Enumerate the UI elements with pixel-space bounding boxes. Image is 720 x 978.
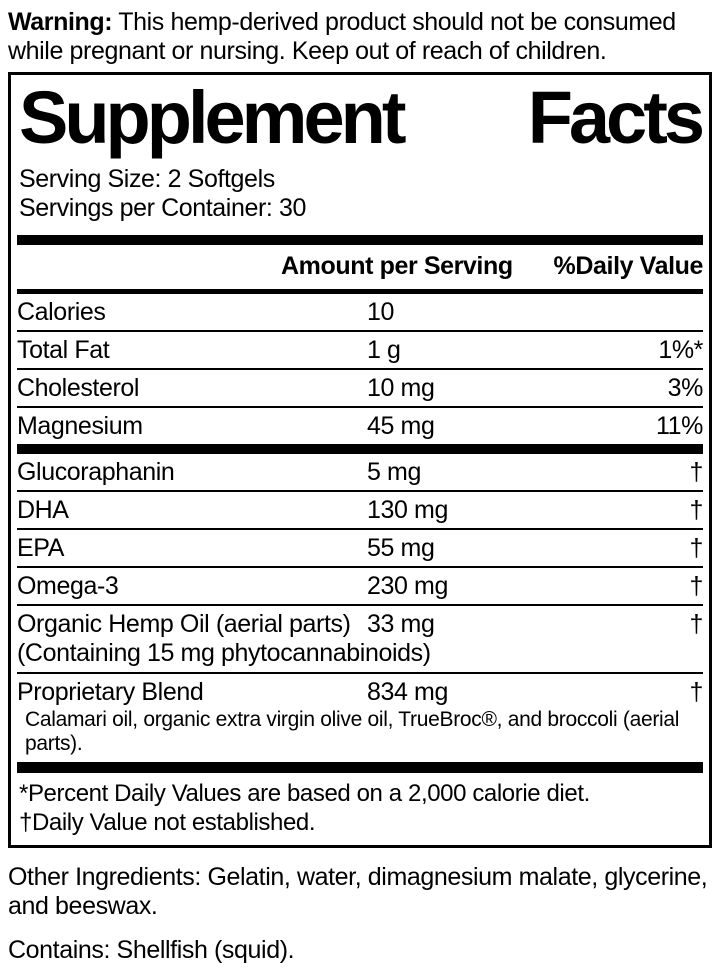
ingredient-name: Organic Hemp Oil (aerial parts) [17, 609, 351, 638]
serving-size: Serving Size: 2 Softgels [19, 165, 275, 193]
ingredient-row: Organic Hemp Oil (aerial parts) 33 mg † [17, 606, 703, 638]
warning-label: Warning: [8, 8, 113, 36]
nutrient-amount: 10 [367, 297, 395, 326]
ingredient-daily-value: † [689, 533, 703, 562]
column-header-daily-value: %Daily Value [553, 252, 704, 280]
divider-medium [17, 288, 703, 294]
ingredient-row: EPA 55 mg † [17, 527, 703, 566]
nutrient-daily-value: 3% [667, 373, 704, 402]
ingredient-daily-value: † [689, 609, 703, 638]
ingredient-amount: 5 mg [367, 457, 421, 486]
panel-title: Supplement Facts [17, 76, 705, 165]
ingredient-subline: (Containing 15 mg phytocannabinoids) [17, 638, 431, 667]
ingredient-amount: 130 mg [367, 495, 448, 524]
contains-statement: Contains: Shellfish (squid). [8, 936, 295, 965]
divider-thick-middle [17, 443, 703, 454]
ingredient-row-hemp-oil: Organic Hemp Oil (aerial parts) 33 mg † … [17, 603, 703, 672]
nutrient-row: Cholesterol 10 mg 3% [17, 367, 704, 406]
ingredient-row-proprietary-blend: Proprietary Blend 834 mg † Calamari oil,… [17, 671, 703, 762]
ingredient-name: Proprietary Blend [17, 677, 204, 706]
table-header: Amount per Serving %Daily Value [17, 245, 703, 289]
nutrient-rows: Calories 10 Total Fat 1 g 1%* Cholestero… [17, 294, 703, 444]
nutrient-amount: 10 mg [367, 373, 435, 402]
ingredient-daily-value: † [689, 677, 703, 706]
ingredient-row: Proprietary Blend 834 mg † [17, 674, 703, 706]
supplement-facts-panel: Supplement Facts Serving Size: 2 Softgel… [8, 72, 712, 849]
ingredient-amount: 834 mg [367, 677, 448, 706]
ingredient-name: Glucoraphanin [17, 457, 175, 486]
footnotes: *Percent Daily Values are based on a 2,0… [17, 773, 703, 840]
ingredient-name: Omega-3 [17, 571, 119, 600]
ingredient-amount: 230 mg [367, 571, 448, 600]
nutrient-row: Magnesium 45 mg 11% [17, 405, 703, 444]
nutrient-amount: 45 mg [367, 411, 435, 440]
nutrient-row: Total Fat 1 g 1%* [17, 329, 703, 368]
nutrient-name: Magnesium [17, 411, 143, 440]
divider-thick-top [17, 235, 703, 245]
nutrient-daily-value: 11% [656, 411, 703, 440]
ingredient-row: Glucoraphanin 5 mg † [17, 454, 703, 490]
ingredient-row: Omega-3 230 mg † [17, 565, 703, 604]
nutrient-name: Cholesterol [17, 373, 140, 402]
column-header-amount: Amount per Serving [281, 252, 513, 280]
warning-text: Warning: This hemp-derived product shoul… [8, 8, 712, 66]
other-ingredients: Other Ingredients: Gelatin, water, dimag… [8, 863, 708, 921]
footnote-percent-dv: *Percent Daily Values are based on a 2,0… [19, 779, 590, 807]
nutrient-name: Total Fat [17, 335, 110, 364]
warning-body: This hemp-derived product should not be … [8, 8, 676, 65]
panel-title-word1: Supplement [19, 76, 406, 159]
ingredient-daily-value: † [689, 457, 703, 486]
ingredient-row: DHA 130 mg † [17, 489, 703, 528]
ingredient-daily-value: † [689, 571, 703, 600]
nutrient-daily-value: 1%* [658, 335, 703, 364]
blend-description: Calamari oil, organic extra virgin olive… [25, 707, 680, 755]
nutrient-row: Calories 10 [17, 294, 703, 330]
ingredient-name: EPA [17, 533, 64, 562]
panel-title-word2: Facts [527, 76, 705, 159]
ingredient-amount: 55 mg [367, 533, 435, 562]
divider-thick-bottom [17, 761, 703, 773]
ingredient-amount: 33 mg [367, 609, 435, 638]
ingredient-rows: Glucoraphanin 5 mg † DHA 130 mg † EPA 55… [17, 454, 703, 762]
ingredient-daily-value: † [689, 495, 703, 524]
servings-per-container: Servings per Container: 30 [19, 194, 306, 222]
footnote-dagger: †Daily Value not established. [19, 809, 316, 837]
nutrient-name: Calories [17, 297, 106, 326]
ingredient-name: DHA [17, 495, 69, 524]
nutrient-amount: 1 g [367, 335, 401, 364]
